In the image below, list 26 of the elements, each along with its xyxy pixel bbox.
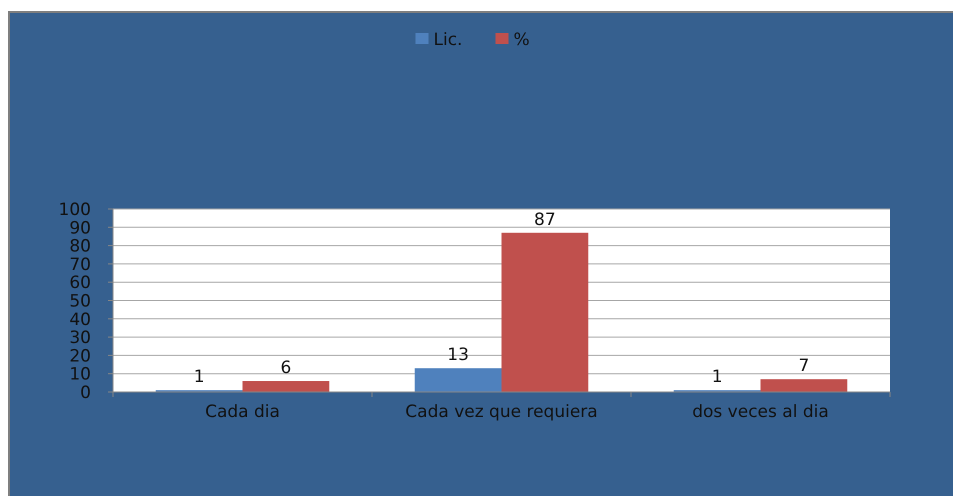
- y-tick-label: 0: [80, 382, 91, 403]
- y-tick-label: 30: [69, 328, 91, 348]
- data-label: 7: [798, 356, 810, 376]
- x-tick-label: dos veces al dia: [692, 402, 829, 422]
- bar: [242, 381, 330, 392]
- y-tick-label: 100: [58, 200, 91, 220]
- y-tick-label: 60: [69, 273, 91, 294]
- legend-label: Lic.: [434, 30, 462, 50]
- x-tick-label: Cada vez que requiera: [405, 402, 598, 422]
- y-tick-label: 40: [69, 310, 91, 330]
- data-label: 13: [447, 345, 469, 366]
- bar: [760, 379, 848, 392]
- data-label: 6: [280, 358, 292, 378]
- bar: [502, 232, 588, 392]
- y-tick-label: 80: [69, 236, 91, 257]
- y-tick-label: 20: [69, 346, 91, 366]
- bar: [414, 368, 502, 392]
- data-label: 1: [712, 367, 723, 388]
- legend-label: %: [514, 30, 530, 50]
- y-tick-label: 90: [69, 218, 91, 238]
- y-tick-label: 70: [69, 254, 91, 275]
- x-tick-label: Cada dia: [205, 402, 280, 422]
- data-label: 87: [534, 210, 556, 230]
- data-label: 1: [194, 367, 205, 388]
- y-tick-label: 10: [69, 364, 91, 385]
- y-tick-label: 50: [69, 291, 91, 312]
